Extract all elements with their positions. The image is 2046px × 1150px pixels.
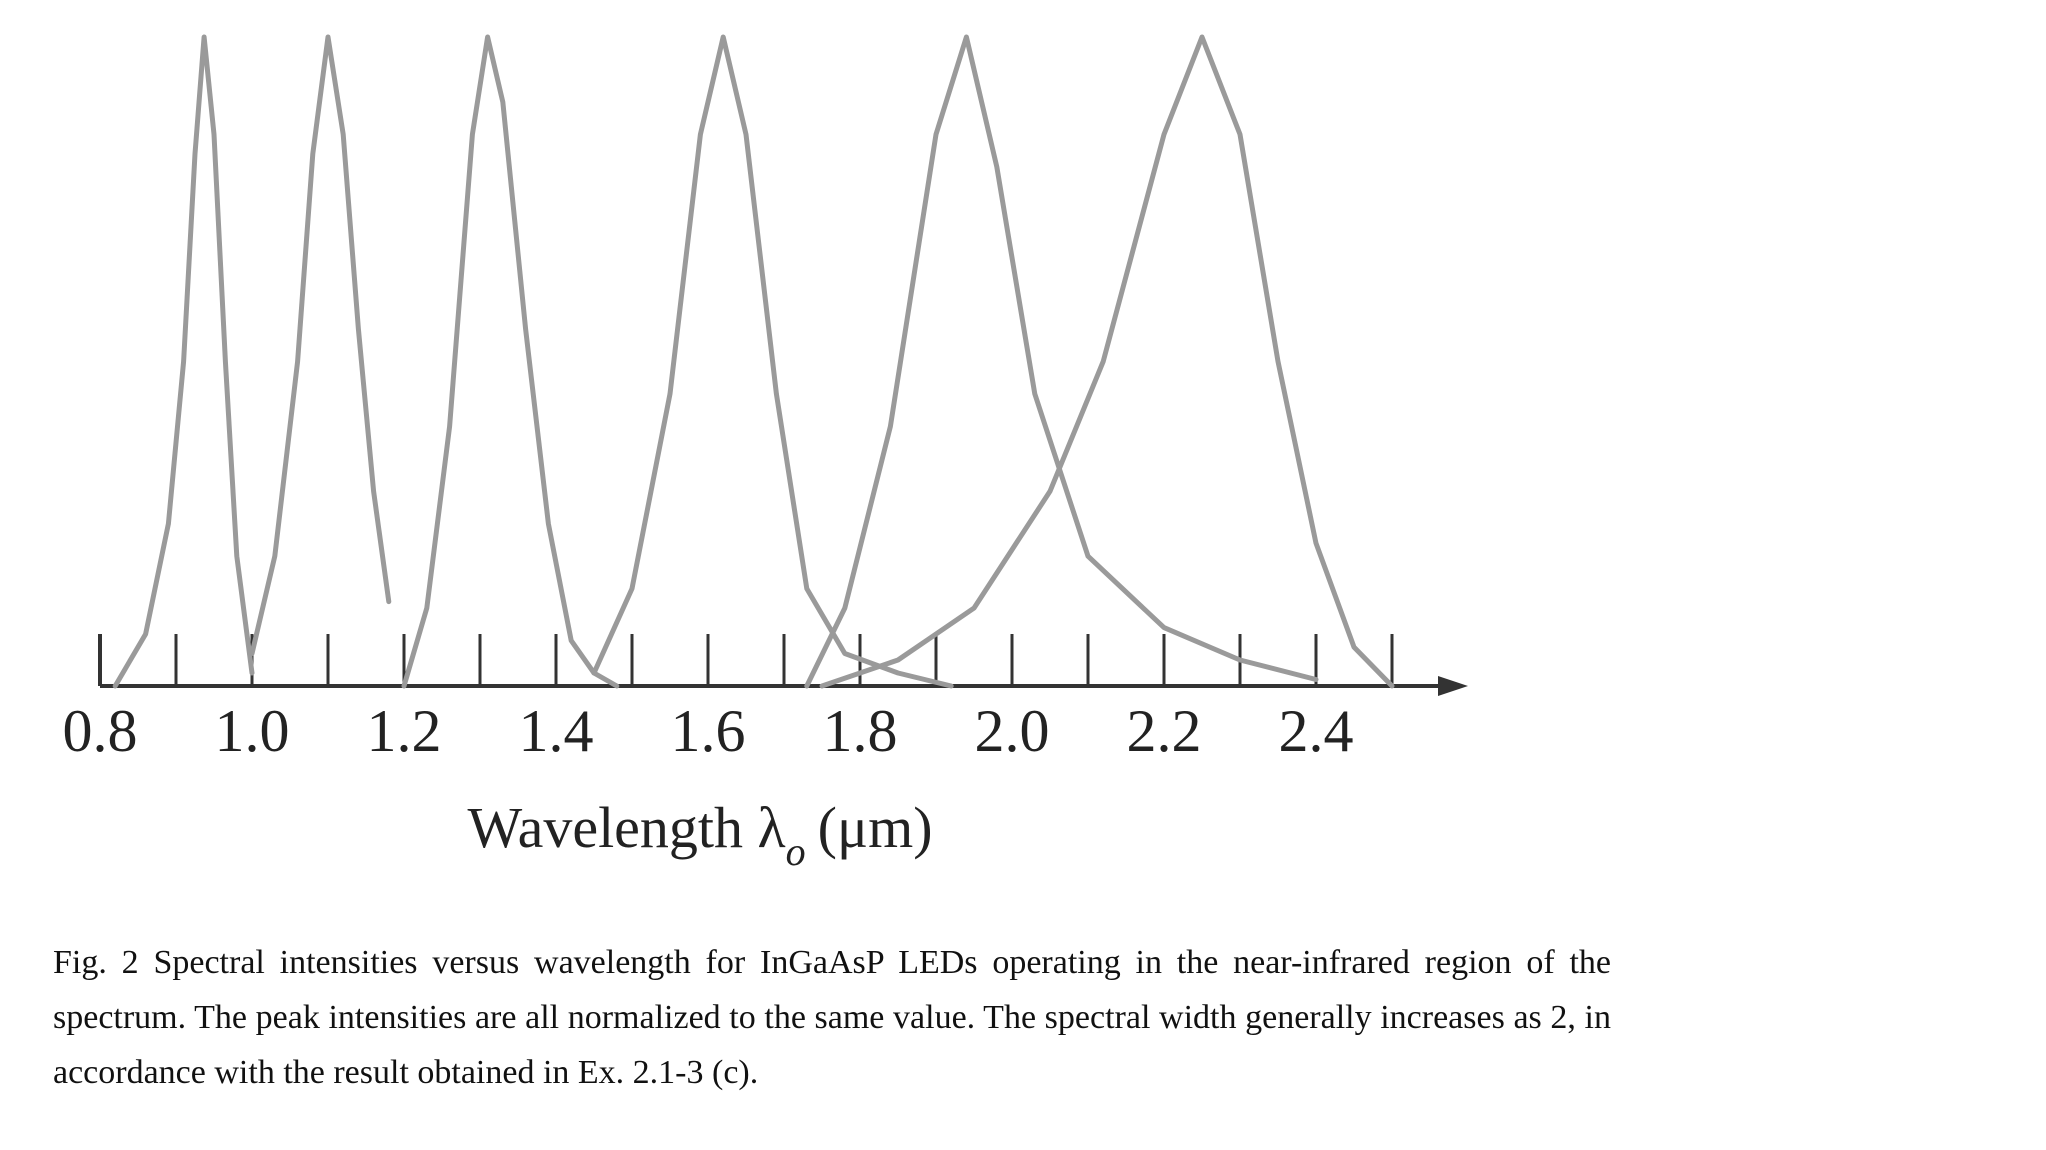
x-tick-label: 2.0 (975, 698, 1050, 764)
x-label-main: Wavelength λ (467, 795, 785, 860)
spectrum-line (249, 34, 392, 656)
x-tick-label: 2.4 (1279, 698, 1354, 764)
spectrum-line (804, 34, 1319, 689)
spectrum-line (819, 34, 1395, 689)
chart: Wavelength λo (μm) 0.8 1.0 1.2 1.4 1.6 1.8 2.0 2… (63, 34, 1468, 874)
x-label-subscript: o (786, 829, 806, 874)
x-label-unit: (μm) (818, 795, 933, 860)
x-axis-label: Wavelength λo (μm) (467, 795, 932, 874)
x-tick-label: 1.4 (519, 698, 594, 764)
axis-arrow (1438, 676, 1468, 696)
x-tick-label: 0.8 (63, 698, 138, 764)
x-tick-label: 2.2 (1127, 698, 1202, 764)
caption: Fig. 2 Spectral intensities versus wavel… (53, 944, 1611, 1091)
spectrum-line (401, 34, 620, 689)
spectrum-line (112, 34, 255, 689)
x-tick-label: 1.8 (823, 698, 898, 764)
x-tick-label: 1.0 (215, 698, 290, 764)
x-tick-label: 1.2 (367, 698, 442, 764)
x-tick-label: 1.6 (671, 698, 746, 764)
spectrum-line (591, 34, 954, 689)
